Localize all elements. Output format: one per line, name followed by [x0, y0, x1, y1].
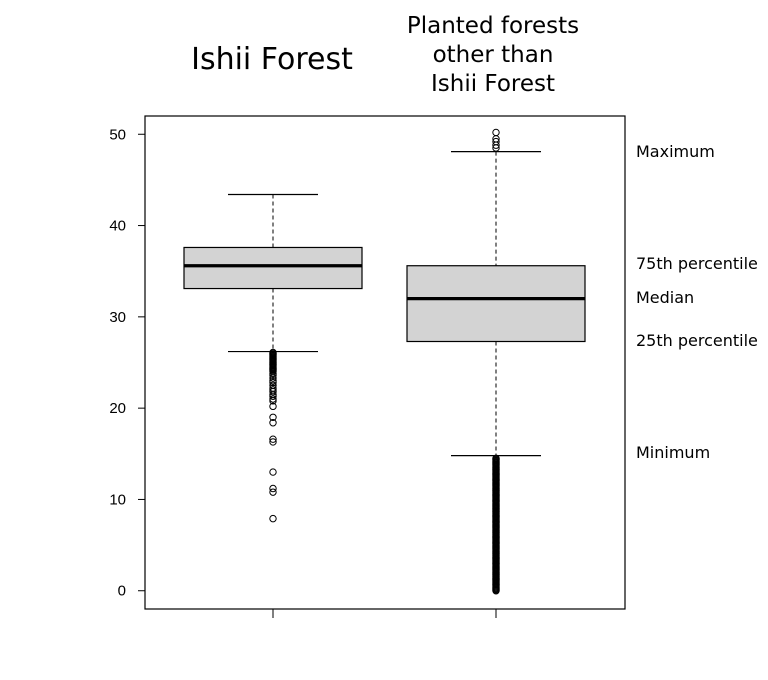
outlier-point [269, 397, 277, 405]
group-title-planted-forests: Planted forests other than Ishii Forest [372, 12, 614, 99]
outlier-point [269, 413, 277, 421]
y-tick-label: 10 [109, 491, 126, 508]
group-title-line: Ishii Forest [191, 42, 353, 77]
outlier-point [269, 438, 277, 446]
outlier-point [269, 374, 277, 382]
group-title-line: other than [432, 42, 554, 68]
y-tick-label: 0 [118, 583, 126, 600]
outlier-point [269, 484, 277, 493]
y-tick-label: 20 [109, 400, 126, 417]
annotation-label: Maximum [636, 141, 715, 161]
outlier-point [269, 388, 277, 396]
group-title-line: Ishii Forest [430, 71, 556, 97]
annotation-label: Median [636, 287, 695, 307]
iqr-box [406, 265, 586, 343]
y-tick-label: 40 [109, 218, 126, 235]
outlier-point [269, 378, 277, 387]
outlier-point [269, 468, 277, 476]
outlier-point [269, 419, 277, 427]
outlier-point [269, 514, 277, 523]
y-tick-label: 50 [109, 126, 126, 143]
y-tick-label: 30 [109, 309, 126, 326]
outlier-point [492, 128, 500, 137]
annotation-label: Minimum [636, 442, 711, 462]
outlier-point [492, 454, 500, 463]
outlier-point [269, 371, 277, 379]
outlier-point [269, 392, 277, 400]
group-title-line: Planted forests [406, 13, 580, 39]
group-title-ishii-forest: Ishii Forest [162, 42, 382, 77]
outlier-point [269, 488, 277, 496]
outlier-point [269, 435, 277, 443]
annotation-label: 75th percentile [636, 253, 758, 273]
iqr-box [183, 246, 363, 290]
outlier-point [269, 402, 277, 411]
outlier-point [492, 137, 500, 146]
annotation-label: 25th percentile [636, 330, 758, 350]
plot-frame [144, 115, 626, 610]
